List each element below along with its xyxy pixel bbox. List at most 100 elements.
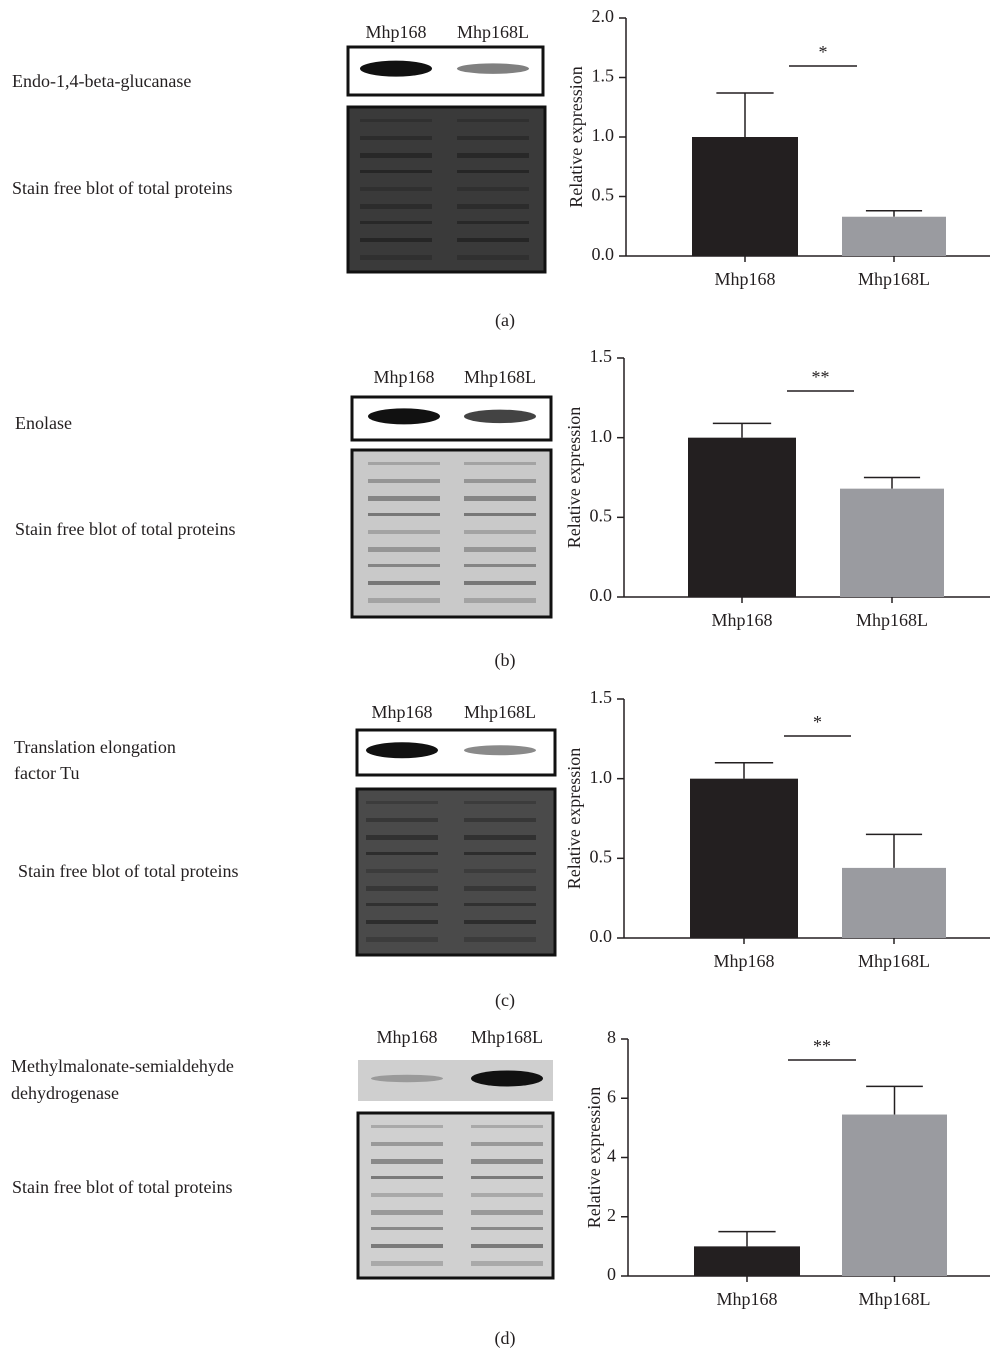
y-axis-label: Relative expression — [564, 407, 584, 548]
protein-band — [457, 136, 529, 140]
x-tick-label: Mhp168 — [711, 610, 772, 630]
protein-band — [464, 852, 536, 855]
stain-label: Stain free blot of total proteins — [18, 861, 238, 881]
protein-band — [471, 1227, 543, 1230]
blot-band — [464, 410, 536, 424]
y-tick-label: 1.0 — [590, 767, 613, 787]
protein-band — [464, 547, 536, 552]
y-tick-label: 1.5 — [590, 687, 613, 707]
figure: Endo-1,4-beta-glucanase Stain free blot o… — [0, 0, 992, 1352]
protein-band — [464, 886, 536, 891]
protein-label: Enolase — [15, 413, 72, 433]
protein-band — [366, 852, 438, 855]
page: {"chart_data": [ {"type": "bar", "panel_… — [0, 0, 992, 1352]
bar — [842, 1115, 947, 1276]
y-tick-label: 0 — [607, 1264, 616, 1284]
x-tick-label: Mhp168L — [859, 1289, 931, 1309]
protein-band — [464, 903, 536, 906]
protein-band — [457, 221, 529, 224]
stain-label: Stain free blot of total proteins — [12, 178, 232, 198]
protein-band — [371, 1210, 443, 1215]
blot-band — [360, 61, 432, 77]
protein-band — [457, 119, 529, 122]
lane-label: Mhp168L — [464, 702, 536, 722]
protein-band — [360, 170, 432, 173]
protein-band — [360, 187, 432, 191]
y-tick-label: 1.0 — [590, 426, 613, 446]
protein-band — [457, 238, 529, 242]
lane-label: Mhp168L — [464, 367, 536, 387]
y-tick-label: 4 — [607, 1146, 616, 1166]
protein-band — [360, 238, 432, 242]
protein-band — [464, 564, 536, 567]
protein-band — [366, 801, 438, 804]
protein-band — [464, 496, 536, 501]
protein-band — [368, 564, 440, 567]
x-tick-label: Mhp168L — [856, 610, 928, 630]
protein-band — [464, 801, 536, 804]
y-tick-label: 1.5 — [592, 66, 615, 86]
y-tick-label: 0.0 — [590, 585, 613, 605]
protein-band — [457, 187, 529, 191]
protein-band — [471, 1193, 543, 1197]
protein-band — [464, 479, 536, 483]
y-axis-label: Relative expression — [564, 748, 584, 889]
bar — [842, 868, 946, 938]
protein-band — [457, 170, 529, 173]
protein-band — [366, 818, 438, 822]
protein-band — [360, 153, 432, 158]
stain-label: Stain free blot of total proteins — [12, 1177, 232, 1197]
protein-label: factor Tu — [14, 763, 80, 783]
protein-band — [368, 513, 440, 516]
bar — [842, 217, 946, 256]
protein-band — [368, 479, 440, 483]
protein-band — [464, 920, 536, 924]
bar — [840, 489, 944, 597]
protein-band — [371, 1193, 443, 1197]
blot-band — [366, 742, 438, 758]
protein-band — [464, 869, 536, 873]
protein-band — [471, 1176, 543, 1179]
protein-band — [366, 886, 438, 891]
bar — [690, 779, 798, 938]
y-tick-label: 2 — [607, 1205, 616, 1225]
protein-label: Endo-1,4-beta-glucanase — [12, 71, 191, 91]
protein-band — [457, 255, 529, 260]
y-axis-label: Relative expression — [566, 66, 586, 207]
panel-label: (b) — [495, 650, 516, 671]
protein-band — [464, 462, 536, 465]
protein-band — [471, 1142, 543, 1146]
lane-label: Mhp168 — [365, 22, 426, 42]
bar — [692, 137, 798, 256]
significance-marker: * — [819, 42, 828, 62]
protein-band — [471, 1125, 543, 1128]
protein-band — [464, 598, 536, 603]
protein-band — [371, 1159, 443, 1164]
y-tick-label: 6 — [607, 1086, 616, 1106]
protein-band — [464, 581, 536, 585]
y-tick-label: 0.5 — [592, 185, 615, 205]
protein-band — [360, 255, 432, 260]
protein-band — [371, 1227, 443, 1230]
protein-band — [360, 136, 432, 140]
protein-label: Methylmalonate-semialdehyde — [11, 1056, 234, 1076]
protein-band — [371, 1261, 443, 1266]
protein-band — [464, 530, 536, 534]
protein-band — [371, 1125, 443, 1128]
protein-band — [471, 1261, 543, 1266]
bar — [694, 1246, 800, 1276]
panel-label: (a) — [495, 310, 515, 331]
x-tick-label: Mhp168 — [716, 1289, 777, 1309]
y-axis-label: Relative expression — [584, 1087, 604, 1228]
y-tick-label: 0.0 — [592, 244, 615, 264]
protein-band — [471, 1210, 543, 1215]
protein-band — [368, 598, 440, 603]
protein-band — [368, 496, 440, 501]
blot-band — [457, 63, 529, 74]
protein-band — [457, 204, 529, 209]
protein-label: dehydrogenase — [11, 1083, 119, 1103]
protein-band — [371, 1176, 443, 1179]
protein-band — [464, 818, 536, 822]
y-tick-label: 0.5 — [590, 846, 613, 866]
blot-band — [371, 1075, 443, 1083]
